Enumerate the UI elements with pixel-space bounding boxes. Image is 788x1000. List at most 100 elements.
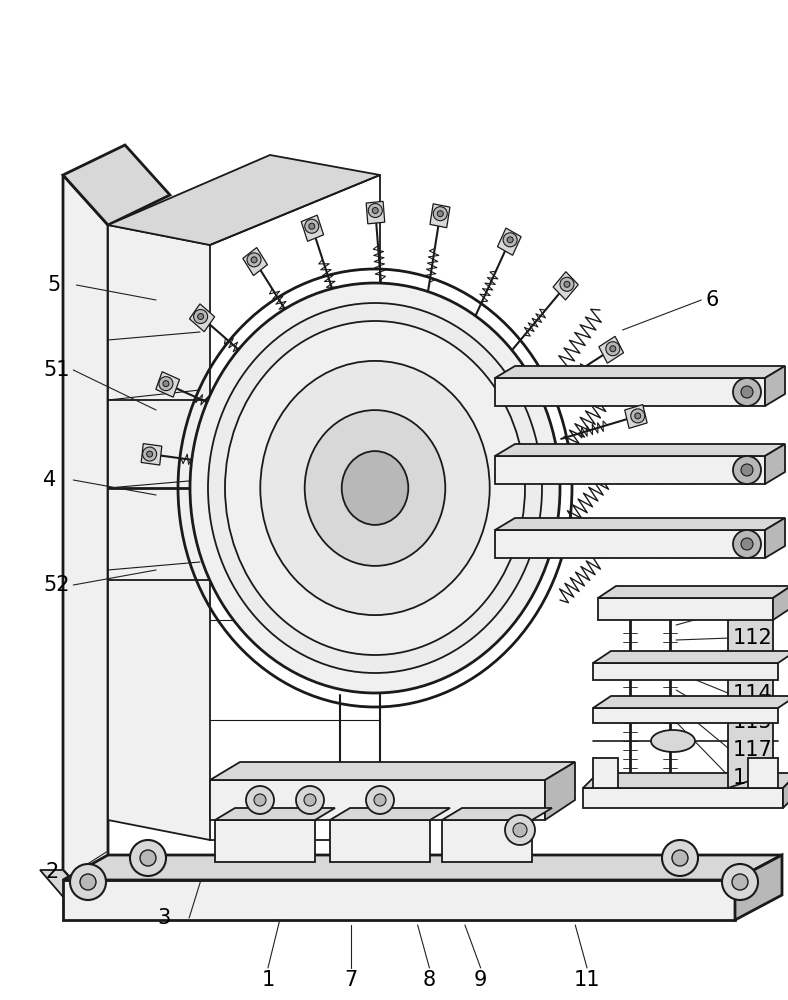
Text: 117: 117 <box>733 740 772 760</box>
Circle shape <box>305 219 319 233</box>
Ellipse shape <box>208 303 542 673</box>
Circle shape <box>147 451 153 457</box>
Polygon shape <box>497 228 521 255</box>
Text: 8: 8 <box>423 970 436 990</box>
Polygon shape <box>40 870 108 920</box>
Text: 115: 115 <box>733 712 772 732</box>
Circle shape <box>163 381 169 387</box>
Bar <box>495 378 765 406</box>
Circle shape <box>247 253 261 267</box>
Polygon shape <box>583 773 788 788</box>
Polygon shape <box>301 215 324 241</box>
Polygon shape <box>330 808 450 820</box>
Polygon shape <box>728 605 773 788</box>
Text: 111: 111 <box>733 600 772 620</box>
Polygon shape <box>63 880 735 920</box>
Polygon shape <box>495 518 785 530</box>
Circle shape <box>722 864 758 900</box>
Circle shape <box>251 257 257 263</box>
Circle shape <box>194 310 207 324</box>
Polygon shape <box>765 518 785 558</box>
Bar <box>495 530 765 558</box>
Polygon shape <box>553 272 578 300</box>
Text: 4: 4 <box>43 470 57 490</box>
Polygon shape <box>765 366 785 406</box>
Circle shape <box>560 277 574 291</box>
Polygon shape <box>593 708 778 723</box>
Polygon shape <box>366 201 385 224</box>
Circle shape <box>507 237 513 243</box>
Polygon shape <box>593 663 778 680</box>
Polygon shape <box>243 248 267 276</box>
Circle shape <box>368 204 382 218</box>
Bar <box>330 820 430 862</box>
Polygon shape <box>599 336 623 363</box>
Ellipse shape <box>651 730 695 752</box>
Polygon shape <box>210 762 575 780</box>
Polygon shape <box>625 405 647 428</box>
Circle shape <box>634 413 641 419</box>
Circle shape <box>733 530 761 558</box>
Circle shape <box>741 538 753 550</box>
Circle shape <box>304 794 316 806</box>
Polygon shape <box>495 366 785 378</box>
Polygon shape <box>598 586 788 598</box>
Polygon shape <box>215 808 335 820</box>
Polygon shape <box>108 225 210 840</box>
Ellipse shape <box>342 451 408 525</box>
Circle shape <box>80 874 96 890</box>
Bar <box>215 820 315 862</box>
Circle shape <box>159 377 173 391</box>
Text: 9: 9 <box>474 970 487 990</box>
Polygon shape <box>735 855 782 920</box>
Circle shape <box>630 409 645 423</box>
Polygon shape <box>63 175 108 920</box>
Text: 51: 51 <box>43 360 70 380</box>
Circle shape <box>372 208 378 214</box>
Polygon shape <box>593 696 788 708</box>
Circle shape <box>437 211 444 217</box>
Circle shape <box>433 207 448 221</box>
Text: 6: 6 <box>705 290 719 310</box>
Circle shape <box>610 346 616 352</box>
Circle shape <box>130 840 166 876</box>
Circle shape <box>513 823 527 837</box>
Circle shape <box>309 223 314 229</box>
Circle shape <box>564 281 570 287</box>
Circle shape <box>606 342 620 356</box>
Circle shape <box>741 386 753 398</box>
Circle shape <box>672 850 688 866</box>
Circle shape <box>366 786 394 814</box>
Circle shape <box>732 874 748 890</box>
Ellipse shape <box>305 410 445 566</box>
Polygon shape <box>593 651 788 663</box>
Ellipse shape <box>260 361 489 615</box>
Circle shape <box>733 378 761 406</box>
Text: 116: 116 <box>733 768 773 788</box>
Circle shape <box>733 456 761 484</box>
Text: 113: 113 <box>733 656 772 676</box>
Polygon shape <box>108 155 380 245</box>
Text: 112: 112 <box>733 628 772 648</box>
Circle shape <box>296 786 324 814</box>
Circle shape <box>254 794 266 806</box>
Text: 1: 1 <box>262 970 274 990</box>
Ellipse shape <box>225 321 525 655</box>
Ellipse shape <box>190 283 560 693</box>
Text: 11: 11 <box>574 970 600 990</box>
Circle shape <box>140 850 156 866</box>
Circle shape <box>505 815 535 845</box>
Circle shape <box>246 786 274 814</box>
Polygon shape <box>783 773 788 808</box>
Polygon shape <box>63 855 782 880</box>
Circle shape <box>70 864 106 900</box>
Polygon shape <box>442 808 552 820</box>
Circle shape <box>374 794 386 806</box>
Bar <box>442 820 532 862</box>
Polygon shape <box>598 598 773 620</box>
Circle shape <box>741 464 753 476</box>
Circle shape <box>662 840 698 876</box>
Text: 2: 2 <box>46 862 59 882</box>
Text: 114: 114 <box>733 684 772 704</box>
Polygon shape <box>583 788 783 808</box>
